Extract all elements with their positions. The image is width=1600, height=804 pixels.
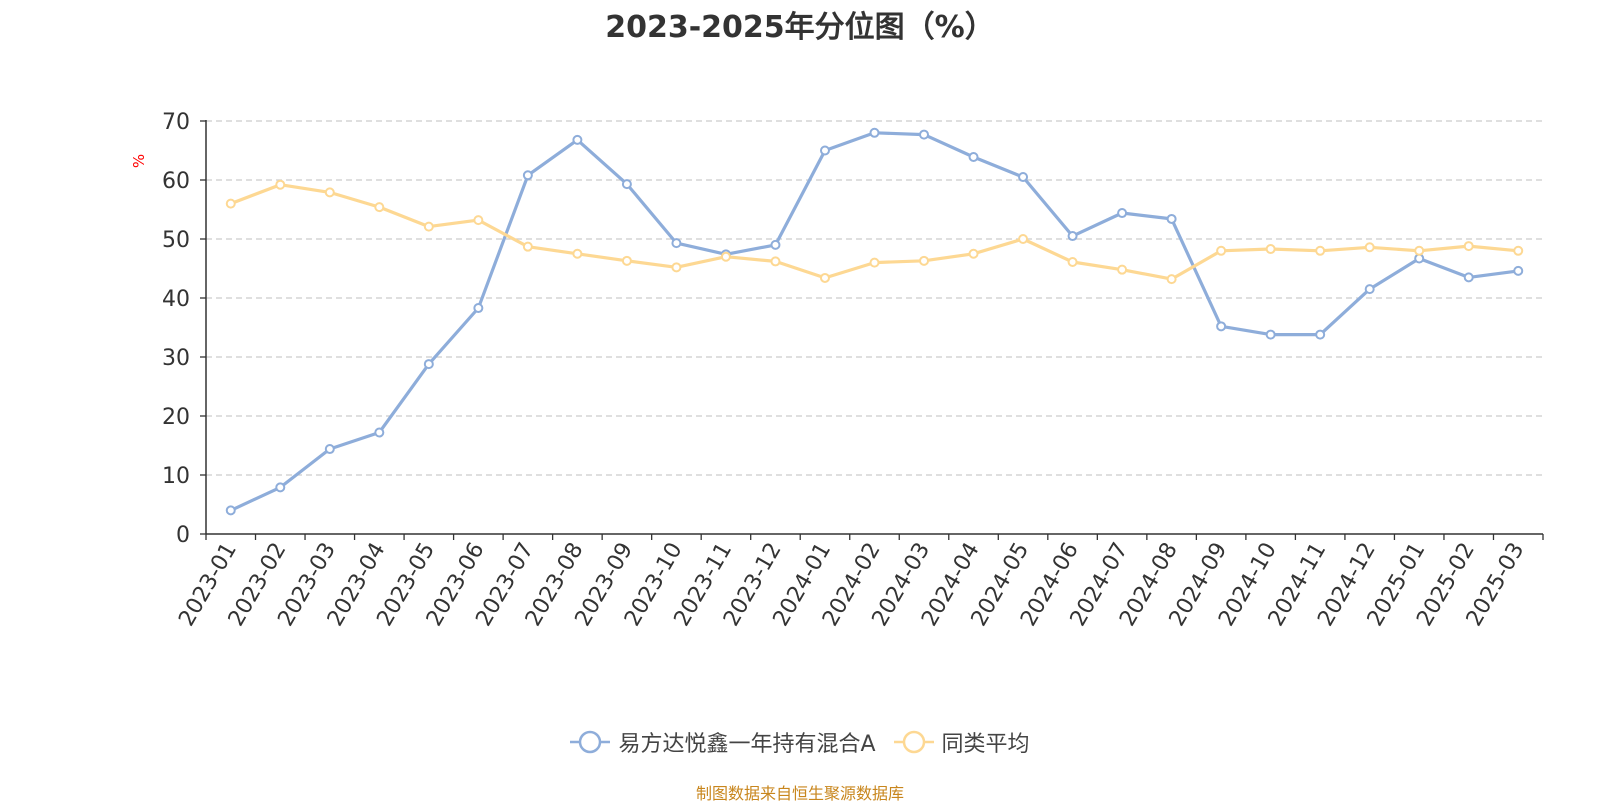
- data-point: [324, 444, 335, 455]
- y-tick-label: 50: [162, 228, 190, 253]
- data-point: [374, 427, 385, 438]
- line-chart: 0102030405060702023-012023-022023-032023…: [162, 110, 1544, 631]
- data-point: [1513, 265, 1524, 276]
- data-point: [1166, 274, 1177, 285]
- y-tick-label: 40: [162, 287, 190, 312]
- data-point: [770, 256, 781, 267]
- data-point: [671, 262, 682, 273]
- gridlines: [206, 120, 1543, 476]
- data-point: [1265, 244, 1276, 255]
- data-point: [1117, 264, 1128, 275]
- data-point: [819, 272, 830, 283]
- data-point: [423, 359, 434, 370]
- data-point: [473, 303, 484, 314]
- y-tick-label: 10: [162, 464, 190, 489]
- y-tick-label: 60: [162, 169, 190, 194]
- data-point: [1315, 245, 1326, 256]
- source-note: 制图数据来自恒生聚源数据库: [695, 784, 904, 803]
- data-point: [1265, 329, 1276, 340]
- data-point: [968, 248, 979, 259]
- legend-marker-icon: [893, 730, 934, 754]
- legend-item[interactable]: 易方达悦鑫一年持有混合A: [570, 726, 876, 758]
- data-point: [275, 482, 286, 493]
- data-point: [1315, 329, 1326, 340]
- data-point: [819, 145, 830, 156]
- data-point: [572, 248, 583, 259]
- data-point: [1117, 208, 1128, 219]
- data-point: [919, 129, 930, 140]
- y-tick-label: 30: [162, 346, 190, 371]
- legend: 易方达悦鑫一年持有混合A 同类平均: [0, 722, 1600, 762]
- data-point: [1018, 234, 1029, 244]
- data-point: [671, 238, 682, 249]
- data-point: [275, 179, 286, 190]
- data-point: [968, 151, 979, 162]
- legend-marker-icon: [570, 730, 611, 754]
- data-point: [1067, 257, 1078, 268]
- data-point: [225, 505, 236, 516]
- data-point: [1463, 241, 1474, 252]
- data-point: [770, 239, 781, 250]
- data-point: [324, 187, 335, 198]
- data-point: [720, 251, 731, 262]
- data-point: [1414, 245, 1425, 256]
- data-point: [1166, 213, 1177, 224]
- data-point: [919, 255, 930, 266]
- y-tick-label: 0: [176, 523, 190, 548]
- data-point: [1364, 242, 1375, 253]
- legend-label: 同类平均: [941, 732, 1030, 757]
- data-point: [1216, 321, 1227, 332]
- data-point: [225, 198, 236, 209]
- chart-title: 2023-2025年分位图（%）: [605, 10, 995, 45]
- data-point: [869, 257, 880, 268]
- data-point: [1513, 245, 1524, 256]
- data-point: [572, 134, 583, 145]
- data-point: [869, 127, 880, 138]
- legend-item[interactable]: 同类平均: [893, 726, 1030, 758]
- series-lines: [225, 127, 1524, 516]
- data-point: [621, 179, 632, 190]
- data-point: [473, 215, 484, 226]
- data-point: [1216, 245, 1227, 256]
- data-point: [1463, 272, 1474, 283]
- y-tick-label: 70: [162, 110, 190, 135]
- data-point: [1067, 231, 1078, 242]
- data-point: [522, 170, 533, 181]
- data-point: [522, 241, 533, 252]
- data-point: [374, 202, 385, 213]
- data-point: [621, 255, 632, 266]
- legend-label: 易方达悦鑫一年持有混合A: [618, 732, 876, 757]
- data-point: [423, 221, 434, 232]
- y-tick-label: 20: [162, 405, 190, 430]
- axes: 0102030405060702023-012023-022023-032023…: [162, 110, 1544, 631]
- data-point: [1364, 284, 1375, 295]
- data-point: [1018, 172, 1029, 183]
- series-line-0: [229, 131, 1520, 512]
